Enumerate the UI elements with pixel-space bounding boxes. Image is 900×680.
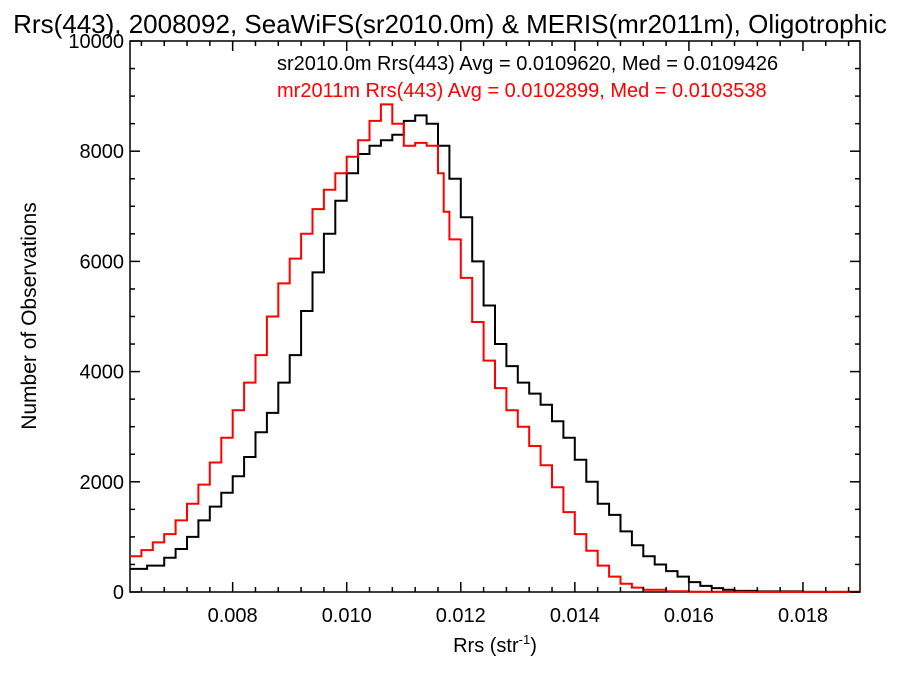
tick-layer: 0.008 0.010 0.012 0.014 0.016 0.018 0 2000 4000 6… bbox=[68, 31, 860, 627]
x-axis-label: Rrs (str-1) bbox=[453, 632, 537, 657]
x-axis-label-main: Rrs (str bbox=[453, 635, 519, 657]
y-tick-label: 6000 bbox=[80, 251, 125, 273]
x-tick-label: 0.018 bbox=[778, 605, 828, 627]
plot-area: 0.008 0.010 0.012 0.014 0.016 0.018 0 2000 4000 6… bbox=[68, 31, 861, 627]
y-axis-label: Number of Observations bbox=[18, 202, 41, 430]
series-1-annotation: sr2010.0m Rrs(443) Avg = 0.0109620, Med … bbox=[277, 53, 778, 75]
y-tick-label: 4000 bbox=[80, 362, 125, 384]
x-tick-label: 0.016 bbox=[664, 605, 714, 627]
x-axis-label-close: ) bbox=[530, 635, 537, 657]
chart-title: Rrs(443), 2008092, SeaWiFS(sr2010.0m) & … bbox=[13, 9, 887, 39]
y-tick-label: 8000 bbox=[80, 141, 125, 163]
x-axis-label-superscript: -1 bbox=[519, 632, 531, 647]
y-tick-label: 10000 bbox=[68, 31, 124, 53]
y-tick-label: 2000 bbox=[80, 472, 125, 494]
series-1-line bbox=[130, 114, 861, 593]
series-2-line bbox=[130, 103, 861, 593]
x-tick-label: 0.010 bbox=[322, 605, 372, 627]
series-2-annotation: mr2011m Rrs(443) Avg = 0.0102899, Med = … bbox=[277, 80, 767, 102]
x-tick-label: 0.014 bbox=[550, 605, 600, 627]
y-tick-label: 0 bbox=[113, 582, 124, 604]
x-tick-label: 0.008 bbox=[208, 605, 258, 627]
x-tick-label: 0.012 bbox=[436, 605, 486, 627]
series-layer bbox=[130, 103, 861, 593]
